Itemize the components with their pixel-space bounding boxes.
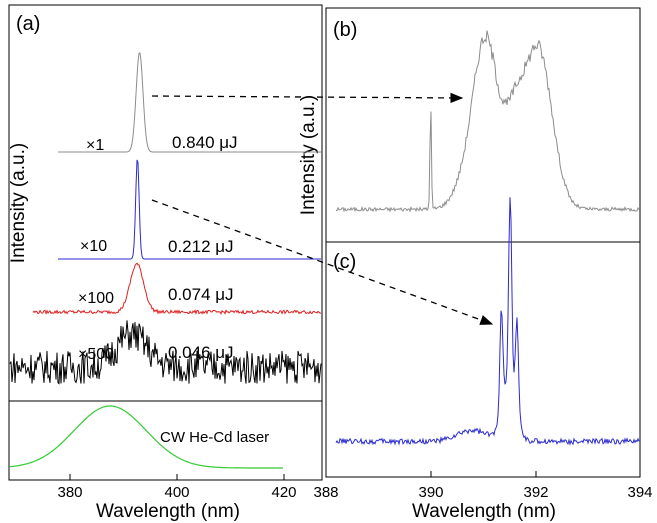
arrow-to-panel-b — [151, 92, 464, 104]
left-x-tick-400: 400 — [164, 484, 189, 501]
trace3-multiplier: ×100 — [78, 290, 114, 307]
panel-c-label: (c) — [333, 251, 356, 273]
panel-c-line — [335, 197, 640, 446]
arrow-to-panel-c — [151, 199, 494, 325]
trace-4-line — [9, 320, 322, 385]
trace1-energy: 0.840 μJ — [172, 133, 238, 152]
trace-2-line — [58, 159, 321, 260]
trace-1-line — [58, 52, 321, 153]
right-y-axis-title: Intensity (a.u.) — [298, 95, 319, 215]
right-x-tick-390: 390 — [418, 484, 443, 501]
panel-a-label: (a) — [16, 13, 40, 35]
panel-a-frame — [8, 4, 323, 402]
cw-laser-line — [9, 405, 283, 469]
tick-marks — [69, 471, 537, 480]
left-x-tick-420: 420 — [271, 484, 296, 501]
cw-laser-label: CW He-Cd laser — [160, 429, 269, 446]
left-x-tick-380: 380 — [57, 484, 82, 501]
panel-b-line — [335, 30, 640, 213]
trace2-energy: 0.212 μJ — [168, 237, 234, 256]
trace-lines — [9, 30, 640, 469]
trace4-energy: 0.046 μJ — [168, 343, 234, 362]
panel-a-cw-frame — [8, 400, 323, 481]
right-x-tick-394: 394 — [627, 484, 652, 501]
right-x-axis-title: Wavelength (nm) — [412, 501, 556, 522]
trace3-energy: 0.074 μJ — [168, 285, 234, 304]
panel-c-frame — [325, 241, 641, 478]
left-y-axis-title: Intensity (a.u.) — [8, 143, 29, 263]
right-x-tick-392: 392 — [523, 484, 548, 501]
right-x-tick-388: 388 — [313, 484, 338, 501]
panel-b-label: (b) — [333, 19, 357, 41]
trace2-multiplier: ×10 — [80, 238, 107, 255]
trace1-multiplier: ×1 — [86, 137, 104, 154]
trace-3-line — [32, 262, 322, 316]
left-x-axis-title: Wavelength (nm) — [96, 501, 240, 522]
